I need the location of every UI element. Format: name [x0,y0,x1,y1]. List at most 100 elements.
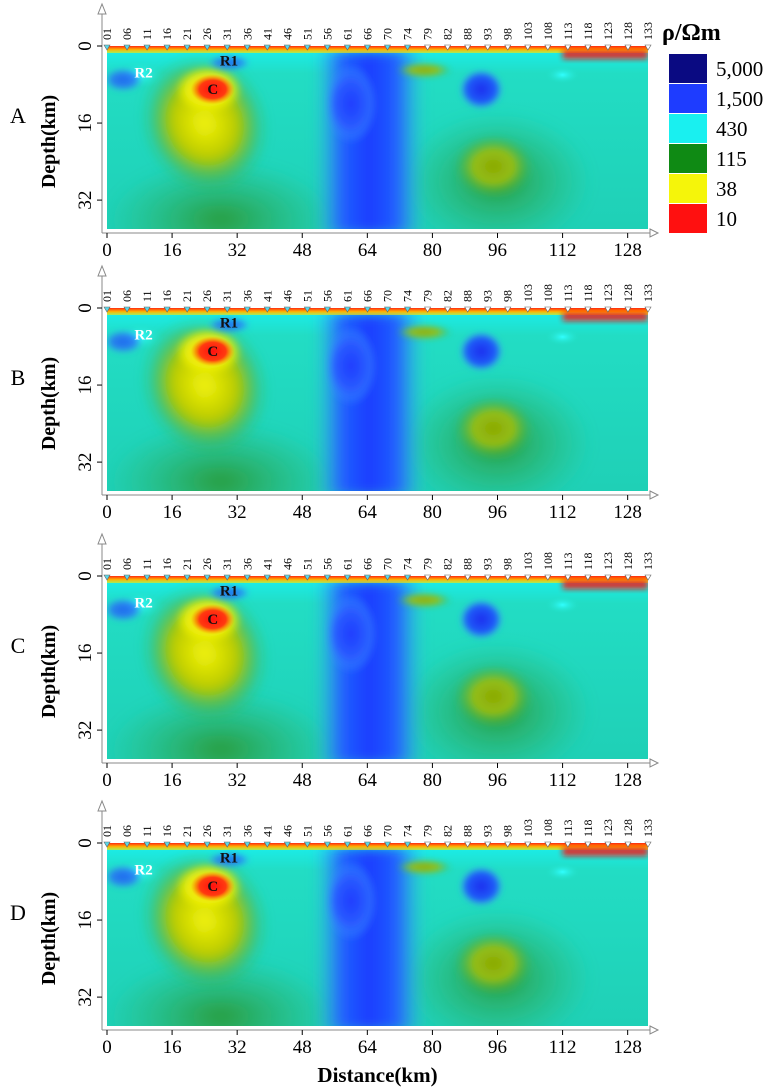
green-zone-west [107,956,336,1026]
resistivity-section [107,308,648,491]
x-axis-arrow [649,228,660,238]
annotation-c: C [207,879,218,895]
x-tick-label: 48 [293,770,312,791]
resistor-column-top [325,860,378,941]
station-marker [143,306,151,313]
station-marker [484,841,492,848]
station-label: 128 [621,819,635,837]
resistor-r2-core [107,597,144,622]
y-axis-arrow [97,799,107,812]
surface-conductive-layer [107,46,648,53]
station-marker [444,574,452,581]
legend-swatch [669,144,707,173]
legend-swatch [669,84,707,113]
station-label: 82 [441,28,455,40]
station-label: 66 [360,28,374,40]
station-label: 103 [521,819,535,837]
station-marker [303,574,311,581]
station-marker [303,44,311,51]
station-label: 46 [280,290,294,302]
station-label: 26 [200,825,214,837]
station-marker [484,574,492,581]
station-marker [163,841,171,848]
station-marker [404,841,412,848]
resistivity-section [107,46,648,229]
resistor-r1-zone [207,54,252,71]
annotation-r2: R2 [134,595,152,611]
station-label: 128 [621,284,635,302]
station-marker [263,44,271,51]
x-tick-label: 64 [358,240,378,261]
x-tick-label: 128 [613,1037,642,1058]
x-tick-label: 96 [488,1037,507,1058]
x-tick-label: 32 [228,1037,247,1058]
station-marker [203,574,211,581]
conductor-east [453,134,534,199]
station-label: 93 [481,290,495,302]
station-marker [644,841,652,848]
station-label: 74 [401,558,415,570]
station-label: 26 [200,558,214,570]
station-label: 113 [561,284,575,302]
station-label: 36 [240,28,254,40]
station-label: 06 [120,28,134,40]
panel-letter: D [10,900,26,925]
conductor-core [190,871,235,902]
station-label: 128 [621,22,635,40]
station-marker [604,574,612,581]
station-label: 113 [561,22,575,40]
station-marker [584,306,592,313]
conductor-shallow [396,859,453,876]
station-label: 82 [441,825,455,837]
station-marker [544,44,552,51]
station-marker [504,574,512,581]
x-tick-label: 16 [163,1037,182,1058]
station-marker [203,44,211,51]
station-marker [183,306,191,313]
y-tick-label: 32 [75,988,96,1007]
resistor-r2-core [107,329,144,354]
y-axis-title: Depth(km) [38,95,60,188]
station-marker [584,44,592,51]
x-tick-label: 48 [293,502,312,523]
station-label: 118 [581,819,595,837]
station-label: 79 [421,558,435,570]
annotation-r2: R2 [134,327,152,343]
station-label: 70 [381,558,395,570]
conductor-core [190,74,235,105]
x-tick-label: 80 [423,502,442,523]
surface-east-layer [562,312,648,321]
x-axis-arrow [649,490,660,500]
station-label: 108 [541,819,555,837]
station-marker [163,574,171,581]
station-marker [504,841,512,848]
legend-label: 1,500 [716,87,763,111]
station-marker [243,841,251,848]
station-label: 31 [220,825,234,837]
resistor-r1-zone [207,851,252,868]
station-marker [263,841,271,848]
station-label: 88 [461,825,475,837]
station-label: 98 [501,28,515,40]
x-axis-arrow [649,758,660,768]
x-tick-label: 48 [293,240,312,261]
station-marker [424,841,432,848]
station-label: 31 [220,558,234,570]
conductor-shallow [396,324,453,341]
station-label: 31 [220,28,234,40]
station-label: 36 [240,825,254,837]
station-marker [283,44,291,51]
conductor-shallow [396,592,453,609]
conductor-east [453,931,534,996]
station-marker [103,841,111,848]
x-tick-label: 112 [549,502,577,523]
station-label: 66 [360,290,374,302]
station-marker [363,306,372,313]
station-label: 88 [461,290,475,302]
station-marker [624,306,632,313]
station-marker [544,306,552,313]
y-tick-label: 0 [75,571,96,581]
resistor-column-top [325,593,378,674]
station-marker [203,841,211,848]
station-label: 41 [260,558,274,570]
